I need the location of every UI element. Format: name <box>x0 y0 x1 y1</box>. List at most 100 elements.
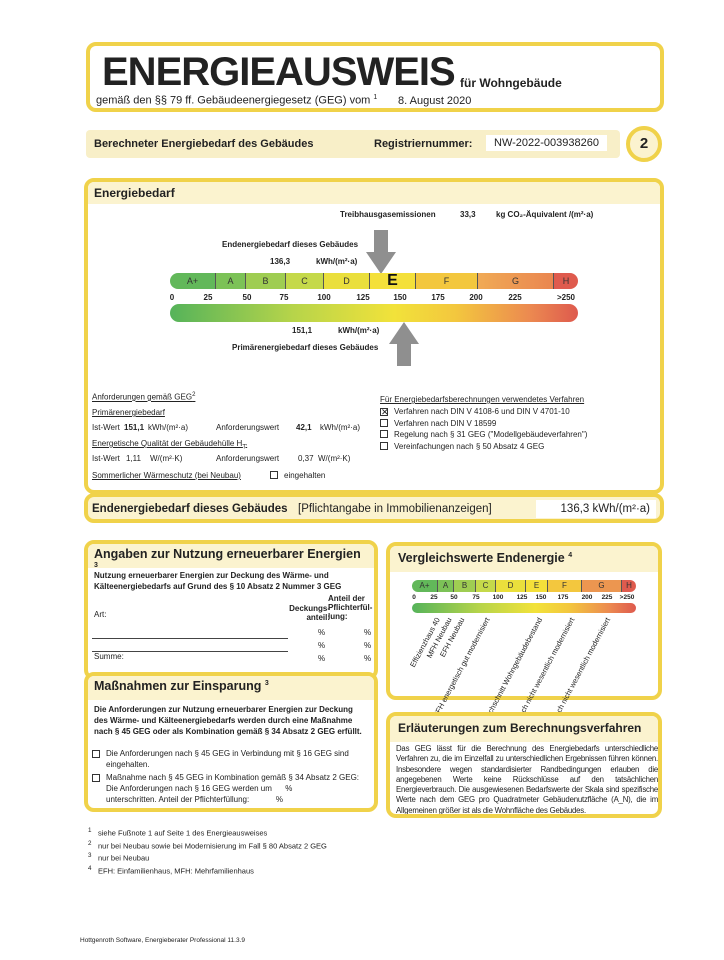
class-e-current: E <box>370 273 416 289</box>
subtitle: gemäß den §§ 79 ff. Gebäudeenergiegesetz… <box>96 94 378 107</box>
renewables-title: Angaben zur Nutzung erneuerbarer Energie… <box>88 544 374 569</box>
end-energy-box-note: [Pflichtangabe in Immobilienanzeigen] <box>298 503 492 515</box>
reg-label: Registriernummer: <box>374 138 473 150</box>
end-energy-value: 136,3 <box>270 257 291 266</box>
hull-quality-label: Energetische Qualität der Gebäudehülle H… <box>92 439 248 451</box>
measure-option-1[interactable]: Die Anforderungen nach § 45 GEG in Verbi… <box>92 748 362 770</box>
col-art: Art: <box>94 610 107 619</box>
pct: % <box>364 641 372 650</box>
pct: % <box>318 641 326 650</box>
primary-requirement-value: 42,1 <box>296 423 312 432</box>
footnote: 3 nur bei Neubau <box>88 852 150 863</box>
tick: 25 <box>203 293 213 302</box>
col-deckung: Deckungs-anteil: <box>289 604 330 622</box>
renewables-intro: Nutzung erneuerbarer Energien zur Deckun… <box>94 571 342 591</box>
end-energy-arrow-icon <box>366 230 396 274</box>
tick: 100 <box>492 594 504 601</box>
requirements-title: Anforderungen gemäß GEG2 <box>92 392 196 402</box>
tick: 50 <box>450 594 458 601</box>
hull-ist-value: 1,11 <box>126 454 141 463</box>
method-din-18599[interactable]: Verfahren nach DIN V 18599 <box>380 418 587 430</box>
measures-intro: Die Anforderungen zur Nutzung erneuerbar… <box>94 705 362 736</box>
primary-requirement-unit: kWh/(m²·a) <box>320 423 360 432</box>
class-f: F <box>548 580 582 592</box>
pct: % <box>318 654 326 663</box>
footnote: 1 siehe Fußnote 1 auf Seite 1 des Energie… <box>88 827 268 838</box>
requirement-label: Anforderungswert <box>216 454 280 463</box>
class-a: A <box>216 273 246 289</box>
comparison-gradient-bar <box>412 603 636 613</box>
row-line <box>92 651 288 652</box>
tick: 75 <box>472 594 480 601</box>
class-d: D <box>496 580 526 592</box>
pct: % <box>364 654 372 663</box>
method-din-4108[interactable]: ✕ Verfahren nach DIN V 4108-6 und DIN V 4… <box>380 407 570 417</box>
tick: >250 <box>619 594 635 601</box>
energy-gradient-bar <box>170 304 578 322</box>
footnotes: 1 siehe Fußnote 1 auf Seite 1 des Energie… <box>88 826 327 876</box>
checkbox-icon <box>270 471 278 479</box>
pct: % <box>318 628 326 637</box>
summer-protection-label: Sommerlicher Wärmeschutz (bei Neubau) <box>92 471 241 480</box>
tick: 100 <box>317 293 331 302</box>
hull-ist-row: Ist-Wert 1,11 W/(m²·K) Anforderungswert … <box>92 454 392 463</box>
comparison-class-bar: A+ A B C D E F G H <box>412 580 636 592</box>
checkbox-checked-icon: ✕ <box>380 407 389 417</box>
checkbox-icon <box>380 441 388 450</box>
tick: 75 <box>279 293 289 302</box>
checkbox-icon <box>380 430 388 438</box>
class-h: H <box>554 273 578 289</box>
method-model-building[interactable]: Regelung nach § 31 GEG ("Modellgebäudeve… <box>380 429 587 441</box>
tick: 225 <box>601 594 613 601</box>
methods-list: ✕ Verfahren nach DIN V 4108-6 und DIN V 4… <box>380 406 587 452</box>
class-b: B <box>246 273 286 289</box>
reg-value: NW-2022-003938260 <box>486 135 607 151</box>
tick: 175 <box>557 594 569 601</box>
ist-label: Ist-Wert <box>92 454 120 463</box>
end-energy-label: Endenergiebedarf dieses Gebäudes <box>222 240 359 249</box>
method-simplifications[interactable]: Vereinfachungen nach § 50 Absatz 4 GEG <box>380 441 587 453</box>
checkbox-icon <box>380 418 388 427</box>
primary-ist-value: 151,1 <box>124 423 145 432</box>
tick: 25 <box>430 594 438 601</box>
tick: 125 <box>356 293 370 302</box>
law-date: 8. August 2020 <box>398 95 472 107</box>
class-c: C <box>286 273 324 289</box>
class-g: G <box>478 273 554 289</box>
class-a: A <box>438 580 454 592</box>
footnote: 2 nur bei Neubau sowie bei Modernisierung… <box>88 839 327 851</box>
primary-energy-arrow-icon <box>389 322 419 366</box>
hull-ist-unit: W/(m²·K) <box>150 454 183 463</box>
comparison-box: Vergleichswerte Endenergie 4 <box>386 542 662 700</box>
end-energy-box-value: 136,3 kWh/(m²·a) <box>536 500 656 518</box>
primary-demand-label: Primärenergiebedarf <box>92 408 165 417</box>
renewables-box: Angaben zur Nutzung erneuerbarer Energie… <box>84 540 378 680</box>
class-c: C <box>476 580 496 592</box>
tick: 200 <box>469 293 483 302</box>
sum-label: Summe: <box>94 652 124 661</box>
ghg-label: Treibhausgasemissionen <box>340 210 436 219</box>
explanation-box: Erläuterungen zum Berechnungsverfahren D… <box>386 712 662 818</box>
pct: % <box>364 628 372 637</box>
primary-ist-row: Ist-Wert 151,1 kWh/(m²·a) Anforderungswe… <box>92 423 392 432</box>
software-credit: Hottgenroth Software, Energieberater Pro… <box>80 937 246 944</box>
class-d: D <box>324 273 370 289</box>
class-e: E <box>526 580 548 592</box>
checkbox-icon <box>92 774 100 782</box>
class-h: H <box>622 580 636 592</box>
checkbox-icon <box>92 750 100 758</box>
class-f: F <box>416 273 478 289</box>
measures-title: Maßnahmen zur Einsparung 3 <box>88 676 374 700</box>
class-g: G <box>582 580 622 592</box>
end-energy-unit: kWh/(m²·a) <box>316 257 358 266</box>
tick: 200 <box>581 594 593 601</box>
col-anteil: Anteil der Pflichterfül-lung: <box>328 594 373 621</box>
hull-requirement-unit: W/(m²·K) <box>318 454 351 463</box>
tick: 0 <box>169 293 175 302</box>
measures-box: Maßnahmen zur Einsparung 3 Die Anforderu… <box>84 672 378 812</box>
summer-protection-checkbox[interactable]: eingehalten <box>270 471 325 480</box>
measure-option-2[interactable]: Maßnahme nach § 45 GEG in Kombination ge… <box>92 772 362 805</box>
primary-energy-label: Primärenergiebedarf dieses Gebäudes <box>232 343 379 352</box>
row-line <box>92 638 288 639</box>
primary-energy-value: 151,1 <box>292 326 313 335</box>
